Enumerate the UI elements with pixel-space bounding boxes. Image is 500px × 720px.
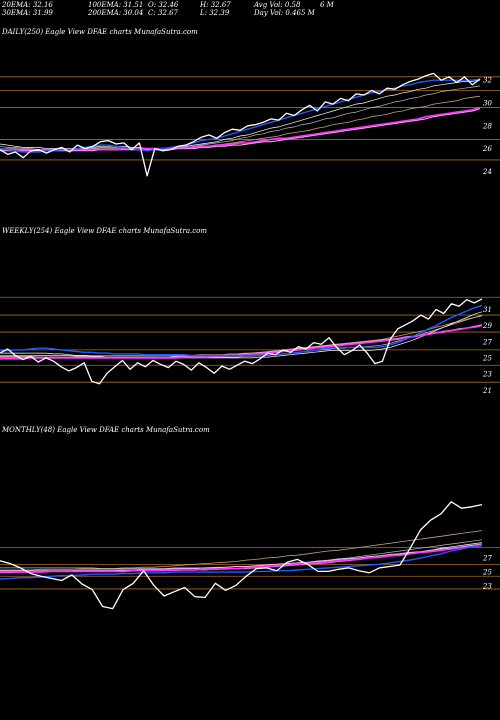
y-tick-label: 26 [482,145,492,153]
header-day-vol: Day Vol: 0.465 M [253,9,316,17]
y-tick-label: 23 [482,371,492,379]
ema-gray-line [0,315,483,358]
header-open: O: 32.46 [148,1,179,9]
header-row-2: 30EMA: 31.99 200EMA: 30.04 C: 32.67 L: 3… [2,9,316,17]
y-tick-label: 31 [483,306,492,314]
ema-blue-line [0,304,483,357]
daily-panel-title: DAILY(250) Eagle View DFAE charts Munafa… [1,28,198,36]
header-period: 6 M [320,1,335,9]
header-row-1: 20EMA: 32.16 100EMA: 31.51 O: 32.46 H: 3… [1,1,335,9]
y-tick-label: 24 [482,168,492,176]
y-tick-label: 27 [482,338,492,346]
ema-tan-line [0,530,483,571]
monthly-panel: 27 25 23 [0,501,500,610]
price-line [0,298,483,385]
y-tick-label: 25 [482,354,492,362]
y-tick-label: 28 [482,122,492,130]
header-30ema: 30EMA: 31.99 [2,9,53,17]
weekly-panel: 31 29 27 25 23 21 [0,296,500,395]
ema-pink-line [0,543,483,572]
header-high: H: 32.67 [199,1,231,9]
ema-magenta-line [0,544,483,573]
monthly-panel-title: MONTHLY(48) Eagle View DFAE charts Munaf… [1,426,210,434]
y-tick-label: 29 [482,322,492,330]
y-tick-label: 21 [482,387,492,395]
ema-magenta-line [0,106,481,151]
weekly-panel-title: WEEKLY(254) Eagle View DFAE charts Munaf… [2,227,207,235]
price-line [0,501,483,610]
daily-panel: 32 30 28 26 24 [0,72,500,177]
header-200ema: 200EMA: 30.04 [87,9,143,17]
y-tick-label: 23 [482,583,492,591]
ema-pink-line [0,108,481,152]
ema-white-line [0,311,483,359]
header-20ema: 20EMA: 32.16 [1,1,53,9]
y-tick-label: 27 [482,555,492,563]
y-tick-label: 30 [483,100,492,108]
price-line [0,72,481,177]
header-low: L: 32.39 [199,9,230,17]
y-tick-label: 32 [483,77,492,85]
header-100ema: 100EMA: 31.51 [88,1,143,9]
header-avg-vol: Avg Vol: 0.58 [253,1,301,9]
header-close: C: 32.67 [148,9,179,17]
y-tick-label: 25 [482,569,492,577]
